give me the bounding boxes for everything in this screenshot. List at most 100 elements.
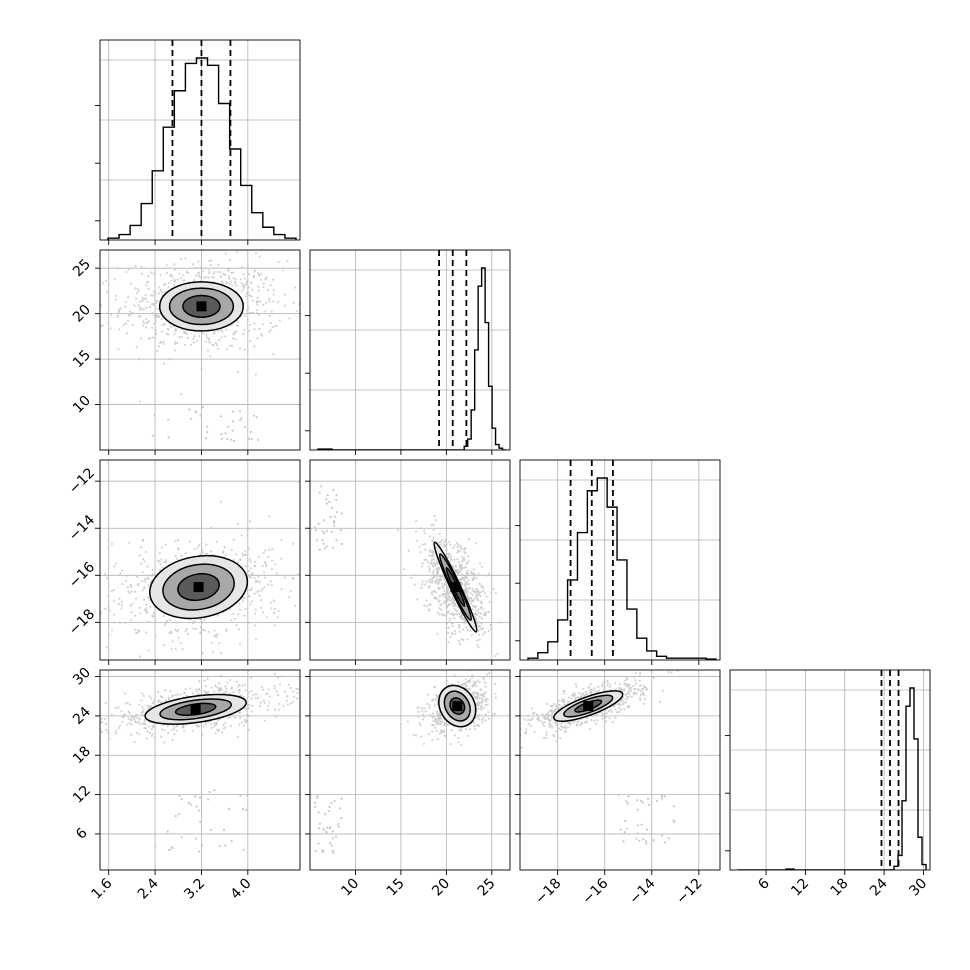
outlier-point (325, 502, 329, 505)
scatter-point (641, 691, 644, 694)
scatter-point (242, 286, 246, 290)
scatter-point (464, 728, 468, 731)
scatter-point (602, 681, 605, 684)
scatter-point (212, 725, 215, 728)
scatter-point (456, 545, 459, 549)
outlier-point (222, 828, 226, 831)
scatter-point (435, 560, 438, 563)
scatter-point (564, 730, 567, 734)
scatter-point (247, 273, 251, 276)
scatter-point (601, 717, 604, 720)
scatter-point (117, 726, 121, 730)
outlier-point (332, 830, 335, 833)
scatter-point (150, 697, 153, 700)
scatter-point (228, 277, 231, 280)
scatter-point (446, 605, 449, 608)
outlier-point (332, 524, 336, 527)
outlier-point (167, 436, 170, 439)
scatter-point (524, 730, 528, 734)
scatter-point (428, 585, 431, 588)
scatter-point (494, 683, 497, 686)
outlier-point (205, 425, 209, 428)
scatter-point (131, 323, 134, 326)
outlier-point (636, 808, 639, 811)
scatter-point (230, 271, 233, 274)
scatter-point (468, 687, 472, 690)
outlier-point (194, 795, 197, 798)
scatter-point (628, 692, 631, 695)
scatter-point (638, 684, 642, 687)
scatter-point (472, 578, 476, 581)
scatter-point (145, 631, 148, 634)
scatter-point (236, 735, 240, 738)
scatter-point (128, 712, 131, 715)
scatter-point (149, 305, 152, 309)
scatter-point (441, 585, 444, 588)
scatter-point (235, 324, 238, 327)
scatter-point (169, 325, 173, 329)
scatter-point (269, 322, 272, 325)
outlier-point (189, 803, 192, 806)
scatter-point (115, 729, 118, 732)
scatter-point (465, 625, 468, 628)
scatter-point (427, 608, 430, 611)
scatter-point (207, 276, 210, 279)
scatter-point (430, 578, 433, 581)
scatter-point (456, 605, 459, 608)
scatter-point (100, 717, 103, 720)
scatter-point (624, 698, 627, 701)
scatter-point (614, 682, 617, 685)
scatter-point (258, 300, 262, 303)
scatter-point (130, 716, 133, 719)
scatter-point (114, 706, 117, 710)
density-peak (193, 582, 204, 593)
scatter-point (104, 607, 107, 610)
scatter-point (463, 579, 466, 583)
scatter-point (450, 558, 453, 562)
scatter-point (452, 546, 455, 550)
scatter-point (140, 714, 144, 717)
scatter-point (174, 349, 177, 352)
outlier-point (328, 842, 332, 845)
scatter-point (263, 719, 266, 722)
scatter-point (460, 683, 463, 687)
scatter-point (130, 611, 133, 614)
scatter-point (475, 724, 478, 727)
scatter-point (455, 613, 458, 616)
scatter-point (547, 718, 551, 721)
outlier-point (227, 425, 230, 428)
scatter-point (213, 629, 216, 632)
scatter-point (642, 702, 645, 706)
scatter-point (285, 699, 288, 703)
scatter-point (185, 628, 188, 631)
scatter-point (633, 676, 636, 679)
scatter-point (667, 670, 670, 674)
scatter-point (619, 699, 622, 703)
scatter-point (244, 550, 247, 553)
x-tick-label: −14 (626, 875, 658, 907)
scatter-point (262, 699, 265, 702)
scatter-point (432, 569, 435, 572)
scatter-point (484, 714, 487, 717)
scatter-point (138, 655, 142, 658)
scatter-point (184, 330, 187, 333)
scatter-point (510, 613, 512, 615)
scatter-point (243, 718, 247, 721)
scatter-point (159, 341, 162, 344)
scatter-point (262, 303, 265, 307)
scatter-point (493, 712, 497, 715)
scatter-point (221, 551, 225, 555)
scatter-point (148, 731, 151, 735)
scatter-point (141, 692, 144, 695)
scatter-point (445, 723, 448, 727)
scatter-point (146, 565, 149, 568)
scatter-point (139, 612, 142, 615)
outlier-point (324, 813, 327, 816)
scatter-point (267, 704, 270, 707)
scatter-point (123, 692, 126, 695)
scatter-point (468, 600, 471, 603)
scatter-point (614, 708, 617, 711)
scatter-point (580, 721, 583, 724)
scatter-point (467, 538, 471, 541)
scatter-point (205, 336, 209, 339)
